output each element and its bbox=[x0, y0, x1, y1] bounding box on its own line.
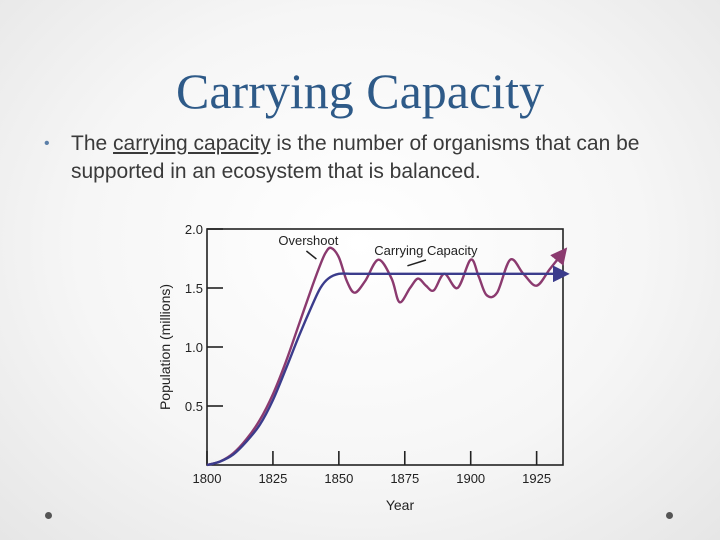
series-line-1 bbox=[206, 246, 568, 467]
bullet-marker: • bbox=[44, 135, 50, 152]
x-tick-label: 1875 bbox=[390, 471, 419, 486]
x-tick-label: 1800 bbox=[193, 471, 222, 486]
bullet-point: • The carrying capacity is the number of… bbox=[44, 130, 684, 186]
y-tick-label: 2.0 bbox=[185, 222, 203, 237]
decorative-dot-right bbox=[666, 512, 673, 519]
y-tick-label: 1.5 bbox=[185, 281, 203, 296]
x-tick-label: 1850 bbox=[324, 471, 353, 486]
bullet-text: The carrying capacity is the number of o… bbox=[71, 130, 684, 186]
x-tick-label: 1825 bbox=[258, 471, 287, 486]
y-tick-label: 1.0 bbox=[185, 340, 203, 355]
x-tick-label: 1925 bbox=[522, 471, 551, 486]
annotation-overshoot: Overshoot bbox=[278, 233, 338, 248]
slide-title: Carrying Capacity bbox=[176, 63, 544, 119]
y-tick-label: 0.5 bbox=[185, 399, 203, 414]
decorative-dot-left bbox=[45, 512, 52, 519]
series-line-2 bbox=[206, 265, 570, 467]
bullet-suffix: is the number of organisms that can be s… bbox=[71, 132, 640, 183]
bullet-prefix: The bbox=[71, 132, 114, 155]
x-axis-label: Year bbox=[386, 497, 415, 513]
x-tick-label: 1900 bbox=[456, 471, 485, 486]
annotation-carrying-capacity-leader bbox=[407, 259, 427, 267]
y-axis-label: Population (millions) bbox=[157, 284, 173, 410]
annotation-overshoot-leader bbox=[305, 250, 317, 260]
annotation-carrying-capacity: Carrying Capacity bbox=[374, 243, 478, 258]
population-chart: 0.5 1.0 1.5 2.0 1800 1825 1850 1875 1900 1925 Year… bbox=[157, 222, 570, 513]
bullet-term: carrying capacity bbox=[113, 132, 271, 155]
